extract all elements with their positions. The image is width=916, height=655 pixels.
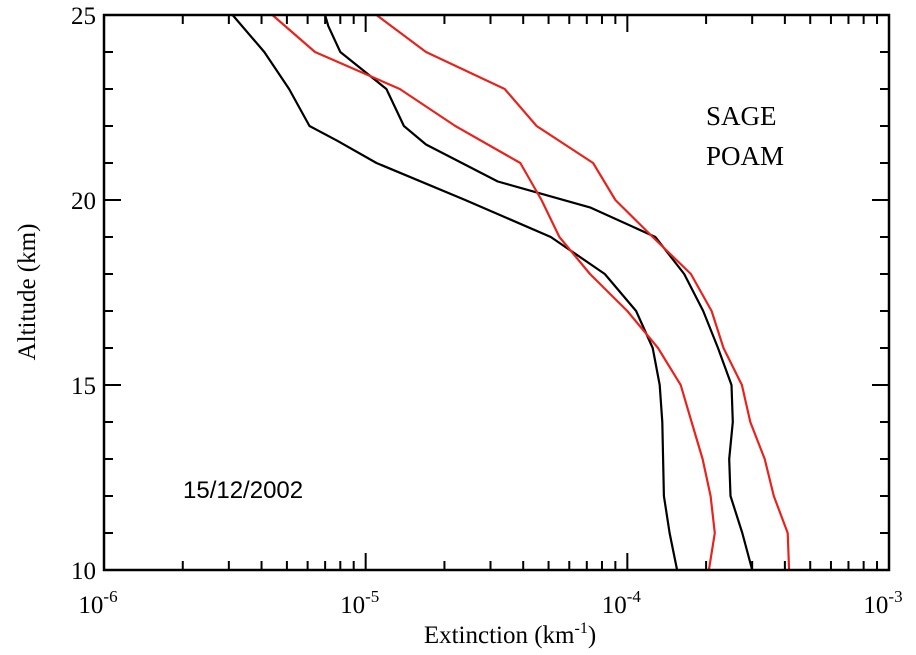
x-tick-label: 10-3: [863, 587, 902, 619]
poam-profile-line-2: [271, 14, 716, 571]
sage-profile-line-1: [324, 14, 754, 571]
y-tick-label: 10: [71, 558, 96, 585]
legend-entry-poam: POAM: [706, 141, 784, 171]
x-tick-label: 10-6: [78, 587, 117, 619]
x-tick-label: 10-4: [602, 587, 642, 619]
date-annotation: 15/12/2002: [183, 477, 303, 504]
legend-entry-sage: SAGE: [706, 101, 777, 131]
x-axis-label: Extinction (km-1): [424, 620, 596, 649]
poam-profile-line-3: [375, 14, 791, 571]
tick-labels: 10-6 10-5 10-4 10-3 10 15 20 25: [71, 3, 903, 619]
y-axis-label: Altitude (km): [14, 224, 41, 361]
axis-ticks: [103, 14, 889, 571]
sage-profile-line-0: [231, 14, 679, 571]
plot-frame: [102, 13, 891, 572]
y-tick-label: 15: [71, 373, 96, 400]
y-tick-label: 25: [71, 3, 96, 30]
x-tick-label: 10-5: [340, 587, 379, 619]
series-layer: [231, 14, 791, 571]
legend: SAGE POAM: [706, 101, 784, 171]
y-tick-label: 20: [71, 188, 96, 215]
